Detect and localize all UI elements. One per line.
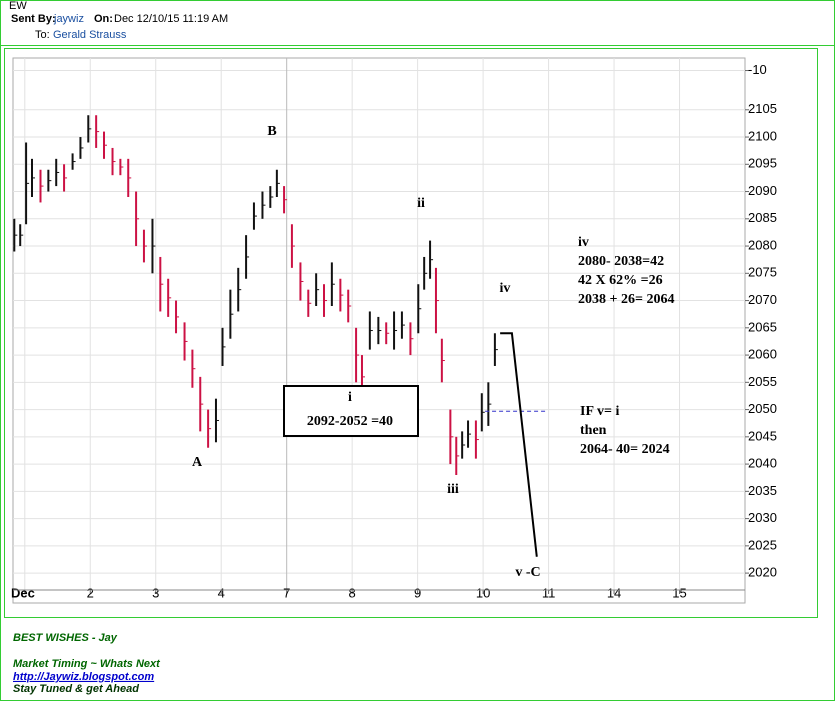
- wave-label: B: [267, 124, 276, 139]
- box-note: i: [348, 390, 352, 405]
- x-tick-label: 4: [218, 585, 225, 600]
- y-tick-label: 2080: [748, 237, 777, 252]
- y-tick-label: 2030: [748, 510, 777, 525]
- to-label: To:: [35, 29, 50, 41]
- y-tick-label: 2065: [748, 319, 777, 334]
- y-tick-label: 2020: [748, 565, 777, 580]
- note-iv: 2080- 2038=42: [578, 254, 664, 269]
- x-tick-label: 10: [476, 585, 490, 600]
- y-tick-label: 2060: [748, 347, 777, 362]
- y-tick-label: 2070: [748, 292, 777, 307]
- note-v: 2064- 40= 2024: [580, 442, 670, 457]
- y-tick-label: 2025: [748, 537, 777, 552]
- wave-label: v -C: [515, 565, 540, 580]
- note-v: then: [580, 423, 607, 438]
- y-tick-label: 2090: [748, 183, 777, 198]
- chart: -10 2105 2100 2095 2090 2085 2080 2075 2070 2065 2…: [11, 58, 777, 600]
- y-tick-label: 2095: [748, 156, 777, 171]
- y-tick-label: 2100: [748, 128, 777, 143]
- y-tick-label: 2035: [748, 483, 777, 498]
- box-note: 2092-2052 =40: [307, 414, 393, 429]
- recipient[interactable]: Gerald Strauss: [53, 29, 127, 41]
- note-iv: 42 X 62% =26: [578, 273, 663, 288]
- y-tick-label: 2105: [748, 101, 777, 116]
- wave-label: iii: [447, 482, 459, 497]
- date: Dec 12/10/15 11:19 AM: [114, 13, 228, 25]
- note-box: [283, 385, 419, 437]
- x-tick-label: 11: [542, 585, 556, 600]
- y-tick-label: 2085: [748, 210, 777, 225]
- y-tick-label: 2075: [748, 265, 777, 280]
- on-label: On:: [94, 13, 113, 25]
- sender[interactable]: jaywiz: [53, 13, 84, 25]
- x-tick-label: 2: [87, 585, 94, 600]
- wave-label: ii: [417, 196, 425, 211]
- y-tick-label: 2050: [748, 401, 777, 416]
- wave-label: iv: [500, 281, 511, 296]
- note-iv: iv: [578, 235, 589, 250]
- motto: Stay Tuned & get Ahead: [13, 683, 139, 695]
- y-tick-label: 2055: [748, 374, 777, 389]
- subject: EW: [9, 0, 27, 12]
- tagline: Market Timing ~ Whats Next: [13, 658, 161, 670]
- y-tick-label: -10: [748, 62, 767, 77]
- note-iv: 2038 + 26= 2064: [578, 292, 674, 307]
- x-tick-label: 15: [672, 585, 686, 600]
- y-tick-label: 2045: [748, 428, 777, 443]
- greeting: BEST WISHES - Jay: [13, 632, 118, 644]
- link[interactable]: http://Jaywiz.blogspot.com: [13, 671, 154, 683]
- y-tick-label: 2040: [748, 456, 777, 471]
- sent-label: Sent By:: [11, 13, 56, 25]
- wave-label: A: [192, 455, 203, 470]
- projection-line: [500, 332, 538, 557]
- x-tick-label: 7: [283, 585, 290, 600]
- x-tick-label: 9: [414, 585, 421, 600]
- x-tick-label: Dec: [11, 585, 35, 600]
- x-tick-label: 8: [349, 585, 356, 600]
- note-v: IF v= i: [580, 404, 619, 419]
- x-tick-label: 3: [152, 585, 159, 600]
- x-tick-label: 14: [607, 585, 621, 600]
